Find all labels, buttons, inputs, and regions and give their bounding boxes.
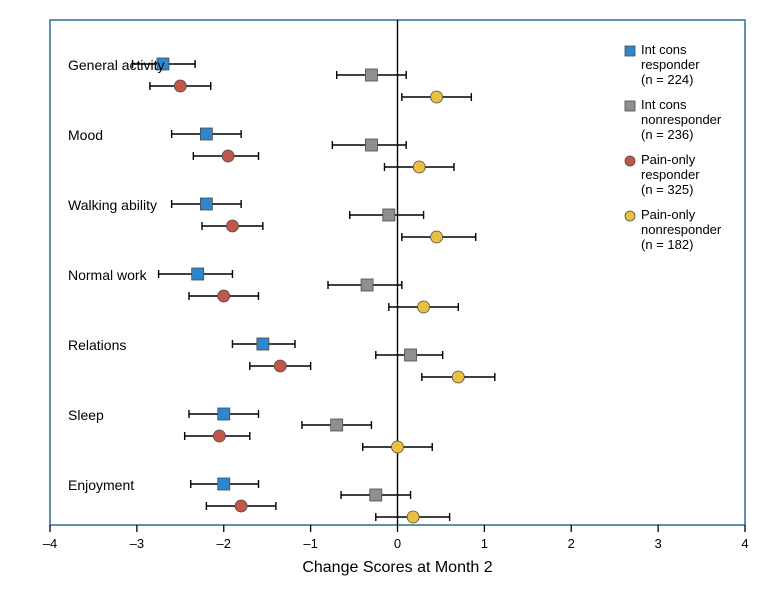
data-row <box>185 430 250 442</box>
data-row <box>150 80 211 92</box>
data-row <box>172 128 242 140</box>
data-row <box>384 161 454 173</box>
legend-marker <box>625 156 635 166</box>
legend-label: responder <box>641 57 700 72</box>
marker-circle <box>218 290 230 302</box>
data-row <box>189 408 259 420</box>
forest-plot: –4 –3 –2 –1 0 1 2 3 4 Change Scores at Month 2 Gen… <box>0 0 775 590</box>
legend-label: (n = 325) <box>641 182 693 197</box>
data-row <box>376 349 443 361</box>
marker-circle <box>226 220 238 232</box>
x-tick-label: 2 <box>568 536 575 551</box>
x-tick-label: –1 <box>303 536 317 551</box>
marker-circle <box>392 441 404 453</box>
data-row <box>337 69 407 81</box>
marker-square <box>257 338 269 350</box>
x-tick-label: 3 <box>655 536 662 551</box>
legend-marker <box>625 46 635 56</box>
data-row <box>202 220 263 232</box>
data-row <box>250 360 311 372</box>
data-row <box>332 139 406 151</box>
legend-label: Pain-only <box>641 152 696 167</box>
marker-circle <box>431 231 443 243</box>
x-tick-label: 4 <box>741 536 748 551</box>
marker-circle <box>213 430 225 442</box>
marker-square <box>361 279 373 291</box>
marker-circle <box>418 301 430 313</box>
marker-circle <box>452 371 464 383</box>
marker-circle <box>222 150 234 162</box>
legend-item: Int consresponder(n = 224) <box>625 42 700 87</box>
data-row <box>328 279 402 291</box>
x-tick-label: 0 <box>394 536 401 551</box>
x-tick-label: –4 <box>43 536 57 551</box>
marker-square <box>370 489 382 501</box>
data-row <box>189 290 259 302</box>
marker-square <box>200 198 212 210</box>
data-row <box>302 419 372 431</box>
legend-label: (n = 182) <box>641 237 693 252</box>
category-label: Enjoyment <box>68 477 134 493</box>
marker-square <box>200 128 212 140</box>
data-row <box>159 268 233 280</box>
legend-label: nonresponder <box>641 222 722 237</box>
data-row <box>206 500 276 512</box>
data-row <box>363 441 433 453</box>
legend-item: Pain-onlynonresponder(n = 182) <box>625 207 722 252</box>
legend-label: (n = 224) <box>641 72 693 87</box>
data-row <box>350 209 424 221</box>
legend-marker <box>625 211 635 221</box>
marker-circle <box>431 91 443 103</box>
legend-label: (n = 236) <box>641 127 693 142</box>
category-label: Walking ability <box>68 197 157 213</box>
legend-marker <box>625 101 635 111</box>
category-label: Normal work <box>68 267 148 283</box>
data-row <box>402 231 476 243</box>
data-row <box>376 511 450 523</box>
marker-circle <box>174 80 186 92</box>
legend-label: Int cons <box>641 42 687 57</box>
marker-square <box>383 209 395 221</box>
category-label: Mood <box>68 127 103 143</box>
x-tick-label: –3 <box>130 536 144 551</box>
marker-square <box>218 478 230 490</box>
legend-label: responder <box>641 167 700 182</box>
marker-circle <box>235 500 247 512</box>
marker-square <box>218 408 230 420</box>
chart-svg: –4 –3 –2 –1 0 1 2 3 4 Change Scores at Month 2 Gen… <box>0 0 775 590</box>
legend-label: Pain-only <box>641 207 696 222</box>
marker-square <box>365 69 377 81</box>
marker-square <box>365 139 377 151</box>
category-label: Relations <box>68 337 126 353</box>
marker-square <box>405 349 417 361</box>
data-row <box>191 478 259 490</box>
marker-circle <box>407 511 419 523</box>
data-row <box>402 91 472 103</box>
category-label: General activity <box>68 57 164 73</box>
legend-item: Int consnonresponder(n = 236) <box>625 97 722 142</box>
marker-circle <box>274 360 286 372</box>
category-label: Sleep <box>68 407 104 423</box>
x-axis-label: Change Scores at Month 2 <box>302 559 492 576</box>
data-row <box>172 198 242 210</box>
data-row <box>232 338 295 350</box>
marker-square <box>331 419 343 431</box>
marker-circle <box>413 161 425 173</box>
data-row <box>341 489 411 501</box>
marker-square <box>192 268 204 280</box>
data-row <box>193 150 258 162</box>
legend-label: Int cons <box>641 97 687 112</box>
legend-item: Pain-onlyresponder(n = 325) <box>625 152 700 197</box>
x-tick-label: –2 <box>217 536 231 551</box>
x-tick-label: 1 <box>481 536 488 551</box>
data-row <box>389 301 459 313</box>
data-row <box>422 371 495 383</box>
legend-label: nonresponder <box>641 112 722 127</box>
